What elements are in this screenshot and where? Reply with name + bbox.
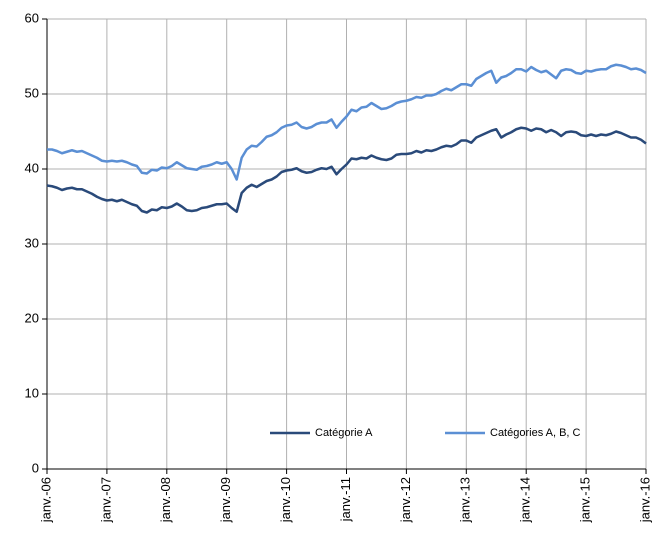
y-tick-label: 40 bbox=[25, 160, 39, 175]
y-tick-label: 20 bbox=[25, 310, 39, 325]
y-tick-label: 60 bbox=[25, 10, 39, 25]
x-tick-label: janv.-11 bbox=[338, 477, 353, 522]
x-tick-label: janv.-10 bbox=[278, 477, 293, 523]
x-tick-label: janv.-15 bbox=[578, 477, 593, 523]
y-tick-label: 0 bbox=[32, 460, 39, 475]
y-tick-label: 50 bbox=[25, 85, 39, 100]
x-tick-label: janv.-14 bbox=[518, 477, 533, 523]
y-tick-label: 10 bbox=[25, 385, 39, 400]
x-tick-label: janv.-07 bbox=[98, 477, 113, 523]
x-tick-label: janv.-16 bbox=[637, 477, 652, 523]
legend-label: Catégorie A bbox=[315, 427, 373, 439]
y-tick-label: 30 bbox=[25, 235, 39, 250]
x-tick-label: janv.-13 bbox=[458, 477, 473, 523]
legend-label: Catégories A, B, C bbox=[490, 427, 581, 439]
x-tick-label: janv.-12 bbox=[398, 477, 413, 523]
line-series bbox=[46, 126, 647, 214]
line-series bbox=[47, 63, 647, 181]
x-tick-label: janv.-09 bbox=[218, 477, 233, 523]
x-tick-label: janv.-08 bbox=[158, 477, 173, 523]
x-tick-label: janv.-06 bbox=[38, 477, 53, 523]
